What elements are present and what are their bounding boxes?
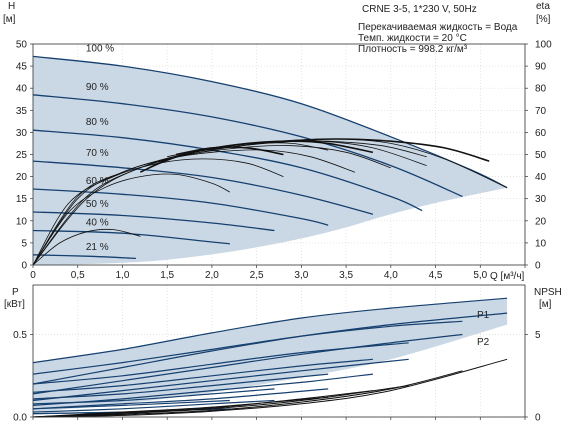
eta-y-tick-label: 10: [535, 238, 547, 249]
qh-x-tick-label: 0,5: [71, 270, 85, 281]
power-plot-frame: [32, 284, 526, 418]
qh-curve-3: [32, 160, 374, 215]
eta-y-tick-label: 30: [535, 194, 547, 205]
npsh-curve-3: [32, 390, 373, 418]
eta-y-tick-label: 80: [535, 84, 547, 95]
qh-x-tick-label: 3,0: [294, 270, 308, 281]
npsh-y-tick-label: 5: [535, 330, 541, 341]
eta-curve-1: [32, 140, 427, 266]
p1-curve-3: [32, 358, 373, 393]
qh-y2label: eta: [536, 1, 550, 12]
qh-speed-label: 60 %: [86, 176, 109, 187]
qh-speed-label: 50 %: [86, 199, 109, 210]
eta-y-tick-label: 70: [535, 106, 547, 117]
power-y2label-unit: [м]: [539, 299, 552, 310]
qh-curve-2: [32, 129, 423, 212]
eta-curve-2: [32, 145, 391, 266]
eta-y-tick-label: 100: [535, 40, 552, 51]
eta-y-tick-label: 20: [535, 216, 547, 227]
qh-x-tick-label: 0: [30, 270, 36, 281]
qh-y-tick-label: 45: [16, 62, 28, 73]
qh-y2label-unit: [%]: [536, 14, 551, 25]
qh-y-tick-label: 35: [16, 106, 28, 117]
power-y-tick-label: 0.0: [13, 413, 27, 424]
qh-y-tick-label: 0: [21, 261, 27, 272]
eta-y-tick-label: 60: [535, 128, 547, 139]
qh-speed-label: 80 %: [86, 117, 109, 128]
qh-x-tick-label: 2,5: [250, 270, 264, 281]
qh-x-tick-label: 4,0: [384, 270, 398, 281]
eta-curve-6: [32, 228, 141, 266]
qh-y-tick-label: 5: [21, 238, 27, 249]
eta-y-tick-label: 50: [535, 150, 547, 161]
p1-label: P1: [477, 310, 490, 321]
info-temperature: Темп. жидкости = 20 °C: [358, 33, 467, 44]
qh-y-tick-label: 10: [16, 216, 28, 227]
npsh-curve-1: [32, 370, 463, 418]
qh-curve-6: [32, 229, 230, 245]
qh-ylabel-unit: [м]: [3, 14, 16, 25]
npsh-y-tick-label: 0: [535, 413, 541, 424]
eta-y-tick-label: 0: [535, 261, 541, 272]
eta-y-tick-label: 90: [535, 62, 547, 73]
qh-y-tick-label: 50: [16, 40, 28, 51]
qh-xlabel: Q [м³/ч]: [490, 271, 525, 282]
qh-y-tick-label: 40: [16, 84, 28, 95]
p1-curve-1: [32, 320, 463, 375]
power-y-tick-label: 0.5: [13, 330, 27, 341]
eta-bundle-curve-2: [158, 140, 374, 162]
eta-curve-5: [32, 173, 230, 266]
p2-curve-1: [32, 333, 463, 395]
qh-y-tick-label: 15: [16, 194, 28, 205]
p2-curve-0: [32, 312, 508, 385]
qh-speed-label: 90 %: [86, 82, 109, 93]
eta-bundle-curve-4: [175, 146, 284, 156]
p2-label: P2: [477, 337, 490, 348]
qh-curve-7: [32, 254, 136, 260]
eta-curve-3: [32, 149, 356, 266]
power-ylabel-unit: [кВт]: [4, 299, 25, 310]
qh-curve-4: [32, 188, 329, 226]
power-ylabel: P: [12, 287, 19, 298]
power-y2label: NPSH: [534, 287, 562, 298]
p2-curve-2: [32, 358, 409, 402]
qh-x-tick-label: 5,0: [473, 270, 487, 281]
qh-y-tick-label: 25: [16, 150, 28, 161]
eta-y-tick-label: 40: [535, 172, 547, 183]
qh-x-tick-label: 3,5: [339, 270, 353, 281]
qh-x-tick-label: 2,0: [205, 270, 219, 281]
qh-y-tick-label: 20: [16, 172, 28, 183]
info-density: Плотность = 998.2 кг/м³: [358, 44, 468, 55]
npsh-curve-0: [32, 358, 508, 418]
p2-curve-5: [32, 399, 275, 413]
p1-curve-0: [32, 297, 508, 364]
info-model: CRNE 3-5, 1*230 V, 50Hz: [362, 4, 477, 15]
qh-speed-label: 21 %: [86, 242, 109, 253]
qh-ylabel: H: [8, 1, 15, 12]
qh-curve-0: [32, 55, 508, 189]
npsh-curve-2: [32, 385, 409, 418]
qh-y-tick-label: 30: [16, 128, 28, 139]
qh-curve-5: [32, 211, 275, 232]
qh-x-tick-label: 4,5: [429, 270, 443, 281]
qh-curve-1: [32, 94, 463, 198]
qh-x-tick-label: 1,0: [116, 270, 130, 281]
qh-speed-label: 40 %: [86, 218, 109, 229]
p2-curve-4: [32, 388, 329, 410]
qh-speed-label: 100 %: [86, 43, 114, 54]
qh-speed-label: 70 %: [86, 148, 109, 159]
p2-curve-3: [32, 373, 373, 406]
npsh-curve-4: [32, 396, 329, 418]
p1-curve-4: [32, 373, 329, 400]
info-liquid: Перекачиваемая жидкость = Вода: [358, 22, 518, 33]
qh-x-tick-label: 1,5: [160, 270, 174, 281]
